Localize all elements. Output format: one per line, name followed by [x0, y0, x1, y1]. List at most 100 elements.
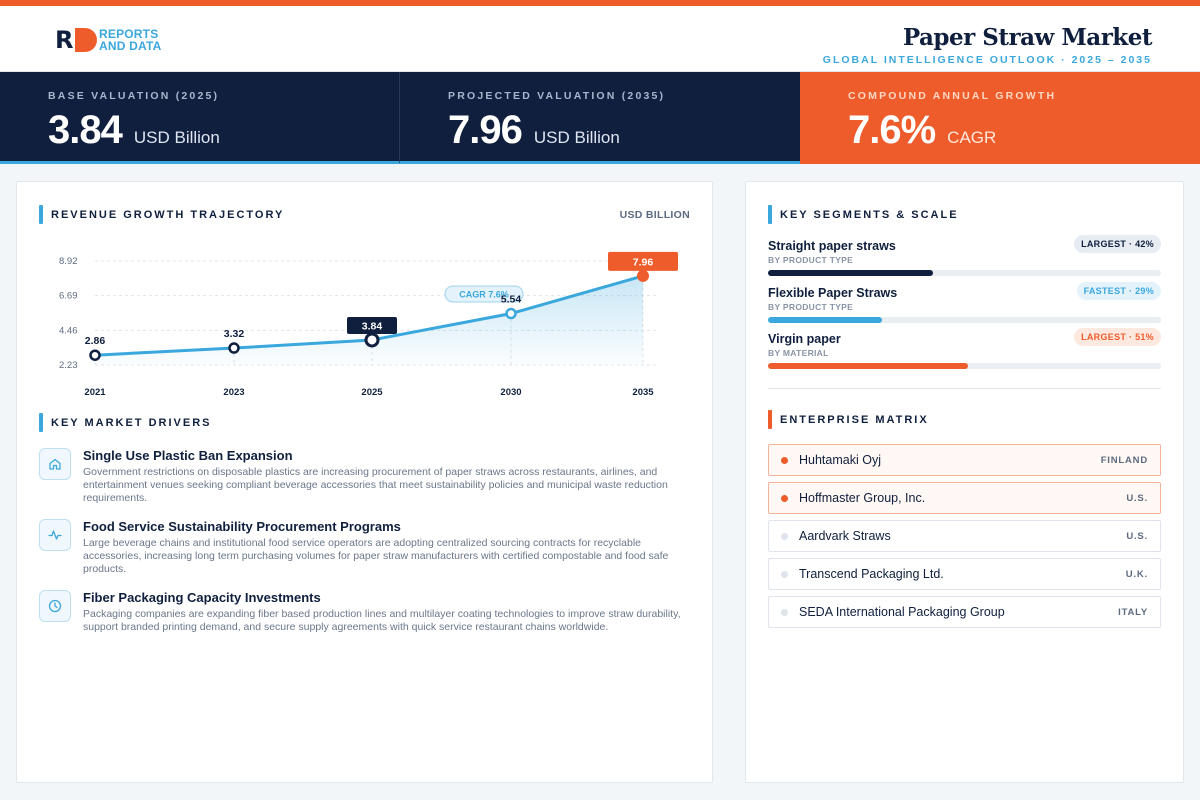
data-point	[637, 269, 649, 282]
kpi-label: PROJECTED VALUATION (2035)	[448, 90, 666, 102]
kpi-unit: CAGR	[947, 128, 997, 147]
data-label: 7.96	[633, 256, 654, 268]
logo-mark-icon: R	[55, 28, 97, 52]
driver-title: Fiber Packaging Capacity Investments	[83, 590, 321, 605]
segment-bar-fill	[768, 270, 934, 276]
driver-text: Large beverage chains and institutional …	[83, 537, 669, 575]
chart-section-title: REVENUE GROWTH TRAJECTORY	[39, 205, 284, 224]
segment-item: Virgin paper BY MATERIAL LARGEST · 51%	[768, 328, 1161, 369]
kpi-label: COMPOUND ANNUAL GROWTH	[848, 90, 1057, 102]
home-icon	[39, 448, 71, 480]
company-marker-dot	[781, 457, 788, 464]
area-fill	[95, 275, 643, 365]
driver-text: Government restrictions on disposable pl…	[83, 466, 668, 504]
company-name: SEDA International Packaging Group	[799, 605, 1005, 619]
segment-category: BY PRODUCT TYPE	[768, 302, 854, 312]
page-header: R REPORTS AND DATA Paper Straw Market GL…	[0, 6, 1200, 72]
segment-name: Virgin paper	[768, 332, 841, 346]
company-marker-dot	[781, 571, 788, 578]
data-point	[364, 332, 380, 348]
logo-text: REPORTS AND DATA	[99, 27, 162, 53]
company-country: U.S.	[1126, 493, 1148, 504]
data-label: 5.54	[501, 294, 522, 306]
driver-title: Food Service Sustainability Procurement …	[83, 519, 401, 534]
x-tick-label: 2030	[500, 387, 521, 398]
company-name: Transcend Packaging Ltd.	[799, 567, 944, 581]
page-title: Paper Straw Market	[902, 24, 1153, 51]
kpi-value: 7.6%	[848, 108, 936, 152]
company-name: Huhtamaki Oyj	[799, 453, 881, 467]
company-row[interactable]: SEDA International Packaging Group ITALY	[768, 596, 1161, 628]
company-marker-dot	[781, 533, 788, 540]
segment-item: Flexible Paper Straws BY PRODUCT TYPE FA…	[768, 282, 1161, 323]
y-tick-label: 4.46	[59, 325, 78, 336]
company-country: U.K.	[1125, 569, 1148, 580]
left-panel: REVENUE GROWTH TRAJECTORY USD BILLION 8.…	[16, 181, 713, 783]
driver-text: Packaging companies are expanding fiber …	[83, 608, 681, 633]
company-name: Hoffmaster Group, Inc.	[799, 491, 926, 505]
clock-icon	[39, 590, 71, 622]
segment-badge: LARGEST · 42%	[1074, 235, 1161, 253]
company-name: Aardvark Straws	[799, 529, 891, 543]
segment-name: Straight paper straws	[768, 239, 896, 253]
page-subtitle: GLOBAL INTELLIGENCE OUTLOOK · 2025 – 203…	[822, 54, 1152, 66]
segment-bar-track	[768, 317, 1161, 323]
section-divider	[768, 388, 1161, 389]
chart-units-label: USD BILLION	[619, 209, 690, 221]
cagr-pill-label: CAGR 7.6%	[459, 290, 509, 300]
brand-logo[interactable]: R REPORTS AND DATA	[55, 28, 161, 52]
driver-item: Fiber Packaging Capacity Investments Pac…	[39, 590, 699, 634]
segment-name: Flexible Paper Straws	[768, 286, 898, 300]
segments-section-title: KEY SEGMENTS & SCALE	[768, 205, 959, 224]
kpi-value: 3.84	[48, 108, 123, 152]
company-row[interactable]: Huhtamaki Oyj FINLAND	[768, 444, 1161, 476]
company-country: U.S.	[1126, 531, 1148, 542]
cagr-pill	[444, 285, 524, 303]
data-label: 3.32	[224, 328, 245, 340]
kpi-strip: BASE VALUATION (2025) 3.84 USD Billion P…	[0, 72, 1200, 164]
company-country: ITALY	[1118, 607, 1148, 618]
y-tick-label: 6.69	[59, 291, 78, 302]
driver-item: Single Use Plastic Ban Expansion Governm…	[39, 448, 699, 505]
company-row[interactable]: Transcend Packaging Ltd. U.K.	[768, 558, 1161, 590]
data-point	[505, 307, 517, 320]
drivers-list: Single Use Plastic Ban Expansion Governm…	[39, 448, 699, 648]
y-tick-label: 8.92	[59, 256, 78, 267]
drivers-section-title: KEY MARKET DRIVERS	[39, 413, 211, 432]
kpi-unit: USD Billion	[533, 128, 620, 147]
kpi-cagr: COMPOUND ANNUAL GROWTH 7.6% CAGR	[800, 72, 1200, 164]
enterprise-section-title: ENTERPRISE MATRIX	[768, 410, 929, 429]
segment-bar-fill	[768, 363, 969, 369]
kpi-unit: USD Billion	[133, 128, 220, 147]
segment-bar-fill	[768, 317, 882, 323]
x-tick-label: 2021	[84, 387, 106, 398]
kpi-value: 7.96	[448, 108, 523, 152]
segment-category: BY MATERIAL	[768, 348, 829, 358]
segment-badge: LARGEST · 51%	[1074, 328, 1161, 346]
driver-title: Single Use Plastic Ban Expansion	[83, 448, 293, 463]
segment-category: BY PRODUCT TYPE	[768, 255, 854, 265]
segment-badge: FASTEST · 29%	[1076, 282, 1161, 300]
x-tick-label: 2025	[361, 387, 383, 398]
data-point	[228, 342, 240, 354]
activity-icon	[39, 519, 71, 551]
x-tick-label: 2035	[632, 387, 654, 398]
right-panel: KEY SEGMENTS & SCALE Straight paper stra…	[745, 181, 1184, 783]
data-label: 3.84	[362, 320, 383, 332]
company-country: FINLAND	[1100, 455, 1148, 466]
segment-bar-track	[768, 270, 1161, 276]
top-accent-bar	[0, 0, 1200, 6]
company-marker-dot	[781, 609, 788, 616]
kpi-label: BASE VALUATION (2025)	[48, 90, 220, 102]
data-label-box	[608, 251, 678, 271]
kpi-base-valuation: BASE VALUATION (2025) 3.84 USD Billion	[0, 72, 400, 164]
company-marker-dot	[781, 495, 788, 502]
company-row[interactable]: Aardvark Straws U.S.	[768, 520, 1161, 552]
company-row[interactable]: Hoffmaster Group, Inc. U.S.	[768, 482, 1161, 514]
data-label: 2.86	[85, 335, 106, 347]
revenue-line-chart: 8.92 6.69 4.46 2.23 CAGR 7.6% 2.86 2021 3.32 202…	[59, 251, 678, 398]
x-tick-label: 2023	[223, 387, 244, 398]
y-tick-label: 2.23	[59, 360, 78, 371]
kpi-projected-valuation: PROJECTED VALUATION (2035) 7.96 USD Bill…	[400, 72, 800, 164]
data-label-box	[347, 316, 397, 334]
